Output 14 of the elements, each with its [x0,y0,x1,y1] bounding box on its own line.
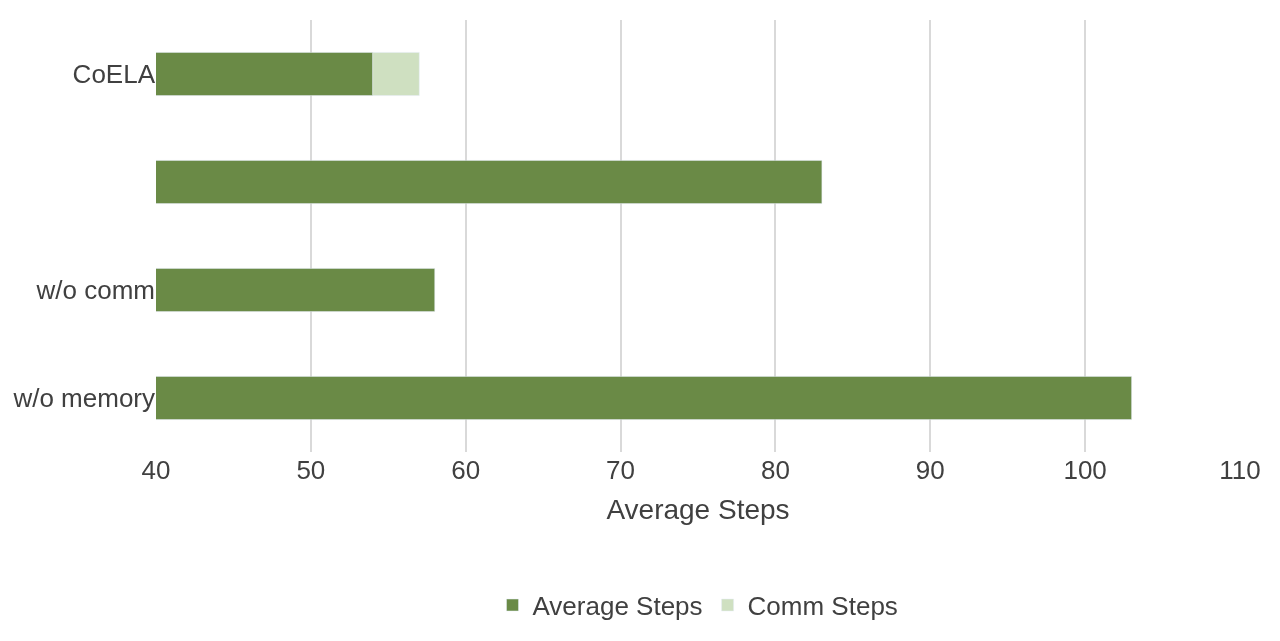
x-tick-label: 100 [1063,455,1107,485]
x-tick-label: 60 [451,455,481,485]
y-tick-label: CoELA [72,59,156,90]
x-tick-label: 70 [606,455,636,485]
y-tick-label: w/o memory [12,383,155,414]
y-tick-label: w/o comm [35,275,155,306]
x-tick-label: 50 [296,455,326,485]
x-tick-label: 80 [760,455,790,485]
x-tick-label: 40 [141,455,171,485]
x-axis-title: Average Steps [606,494,790,526]
x-tick-label: 110 [1219,455,1261,485]
legend-label: Comm Steps [747,591,898,622]
legend-label: Average Steps [532,591,703,622]
x-tick-label: 90 [915,455,945,485]
